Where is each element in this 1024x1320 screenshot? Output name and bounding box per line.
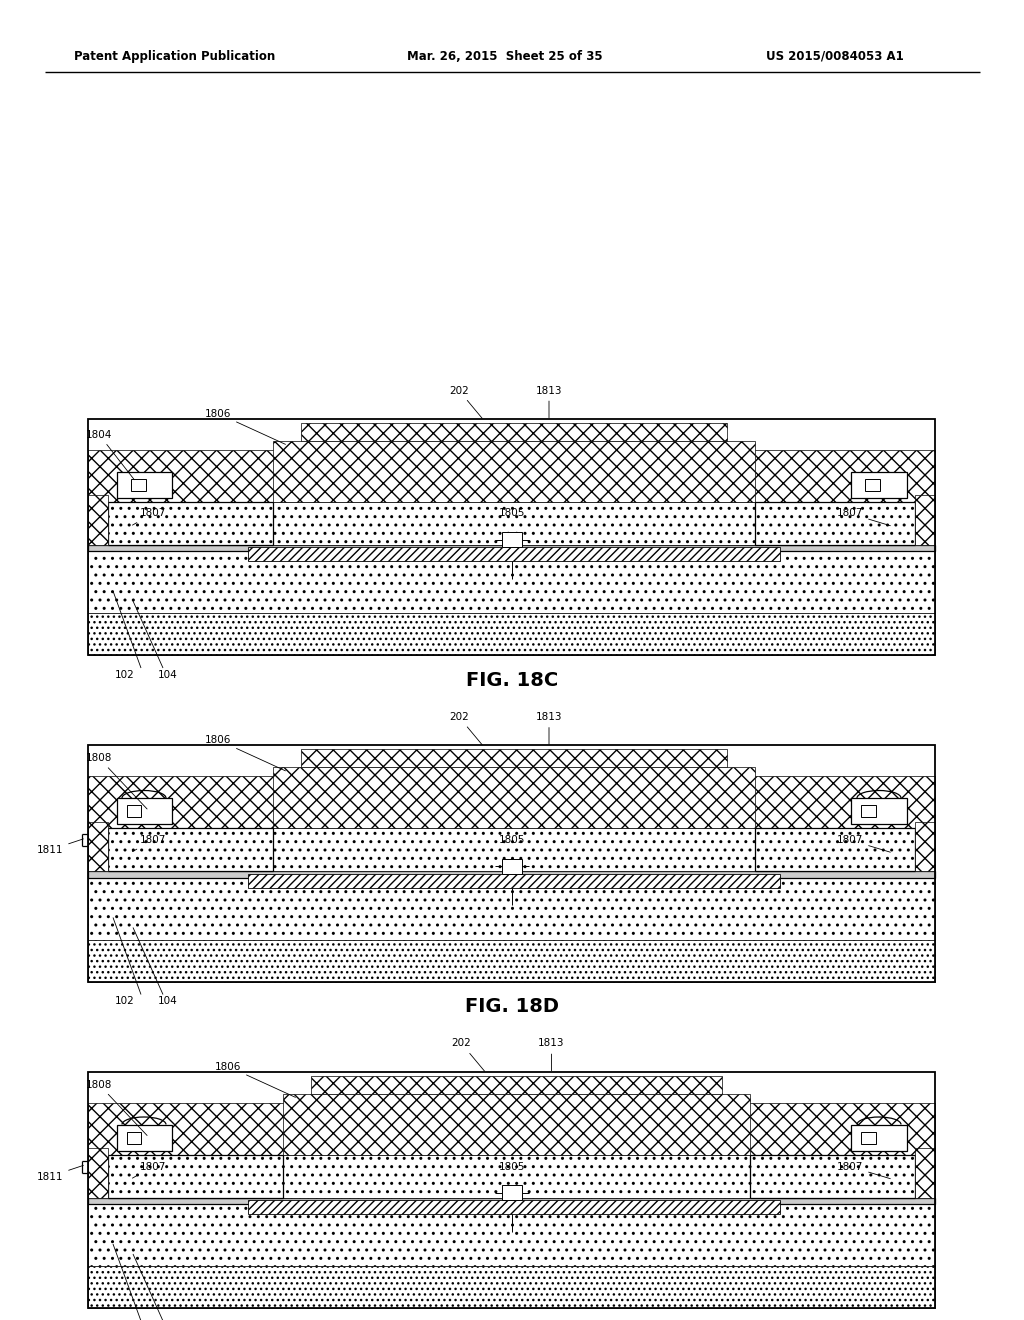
Bar — [248, 874, 780, 887]
Bar — [88, 1072, 935, 1308]
Bar — [852, 799, 906, 824]
Bar — [915, 821, 935, 871]
Bar — [852, 1125, 906, 1151]
Bar — [88, 878, 935, 940]
Bar — [248, 1200, 780, 1214]
Bar — [88, 828, 273, 871]
Text: 1813: 1813 — [539, 1039, 565, 1071]
Bar — [88, 776, 935, 828]
Bar — [750, 1155, 935, 1197]
Bar — [502, 532, 521, 546]
Bar — [88, 1197, 935, 1204]
Bar — [127, 1131, 140, 1143]
Text: 104: 104 — [158, 671, 178, 680]
Bar — [283, 1155, 750, 1197]
Bar — [88, 871, 935, 878]
Bar — [88, 550, 935, 612]
Bar — [273, 828, 755, 871]
Text: FIG. 18D: FIG. 18D — [465, 997, 559, 1016]
Bar — [127, 805, 140, 817]
Bar — [88, 545, 935, 550]
Bar — [273, 502, 755, 545]
Bar — [88, 1102, 935, 1155]
Text: 202: 202 — [450, 711, 482, 744]
Bar — [915, 495, 935, 545]
Bar — [117, 1125, 171, 1151]
Text: 1805: 1805 — [499, 1162, 524, 1172]
Text: 1807: 1807 — [837, 1162, 890, 1179]
Bar — [88, 1148, 108, 1197]
Text: 1807: 1807 — [837, 508, 890, 525]
Bar — [502, 858, 521, 874]
Text: 1808: 1808 — [86, 752, 147, 809]
Bar — [88, 495, 108, 545]
Bar — [117, 471, 171, 498]
Text: 1804: 1804 — [86, 429, 134, 479]
Text: 1807: 1807 — [837, 836, 890, 853]
Bar — [273, 767, 755, 828]
Bar — [301, 422, 727, 441]
Text: FIG. 18C: FIG. 18C — [466, 671, 558, 689]
Bar — [248, 546, 780, 561]
Bar — [88, 1266, 935, 1308]
Text: 1808: 1808 — [86, 1080, 147, 1135]
Bar — [283, 1093, 750, 1155]
Text: 1805: 1805 — [499, 508, 524, 519]
Text: 1811: 1811 — [37, 1166, 83, 1181]
Text: 1806: 1806 — [205, 408, 286, 445]
Text: 1813: 1813 — [536, 711, 562, 744]
Text: US 2015/0084053 A1: US 2015/0084053 A1 — [766, 50, 904, 62]
Bar — [311, 1076, 722, 1093]
Bar — [915, 1148, 935, 1197]
Text: 1807: 1807 — [132, 1162, 166, 1179]
Text: 1807: 1807 — [132, 836, 166, 851]
Text: 1806: 1806 — [215, 1061, 296, 1097]
Bar — [88, 502, 273, 545]
Bar — [301, 748, 727, 767]
Bar — [502, 1185, 521, 1200]
Bar — [273, 441, 755, 502]
Bar — [861, 805, 876, 817]
Bar — [755, 502, 935, 545]
Text: 202: 202 — [450, 385, 482, 418]
Bar — [117, 799, 171, 824]
Text: Mar. 26, 2015  Sheet 25 of 35: Mar. 26, 2015 Sheet 25 of 35 — [408, 50, 603, 62]
Bar — [88, 744, 935, 982]
Text: 1806: 1806 — [205, 735, 286, 771]
Bar — [88, 1155, 283, 1197]
Bar — [88, 1204, 935, 1266]
Bar — [88, 450, 935, 502]
Text: 1807: 1807 — [132, 508, 166, 525]
Text: Patent Application Publication: Patent Application Publication — [75, 50, 275, 62]
Bar — [852, 471, 906, 498]
Bar — [861, 1131, 876, 1143]
Bar — [88, 940, 935, 982]
Text: 1813: 1813 — [536, 385, 562, 417]
Bar — [88, 821, 108, 871]
Text: 1805: 1805 — [499, 836, 524, 845]
Text: 104: 104 — [158, 997, 178, 1006]
Text: 202: 202 — [452, 1039, 484, 1072]
Text: 102: 102 — [115, 997, 135, 1006]
Bar — [865, 479, 881, 491]
Bar — [88, 418, 935, 655]
Bar — [88, 612, 935, 655]
Bar — [130, 479, 145, 491]
Text: 1811: 1811 — [37, 840, 83, 855]
Bar — [755, 828, 935, 871]
Text: 102: 102 — [115, 671, 135, 680]
